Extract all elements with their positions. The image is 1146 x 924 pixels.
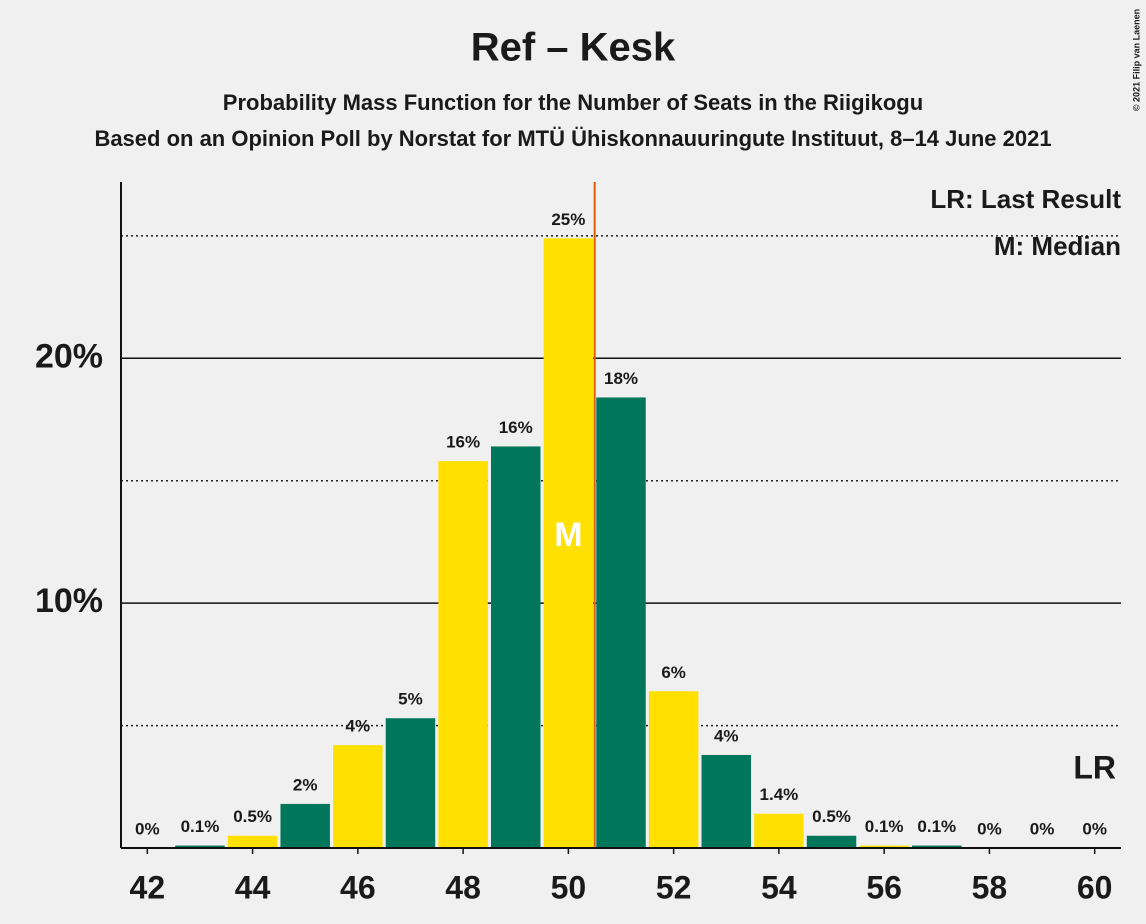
bar — [754, 813, 804, 848]
chart-title: Ref – Kesk — [471, 26, 676, 70]
bar — [227, 835, 278, 848]
value-label: 0% — [977, 819, 1002, 838]
value-label: 4% — [346, 717, 371, 736]
value-label: 0.5% — [812, 807, 851, 826]
value-label: 0.1% — [181, 817, 220, 836]
bar — [648, 691, 699, 848]
legend-entry: M: Median — [994, 231, 1121, 261]
x-tick-label: 48 — [445, 869, 481, 905]
y-tick-label: 10% — [35, 582, 103, 620]
value-label: 2% — [293, 775, 318, 794]
bar — [280, 803, 330, 848]
bar — [385, 718, 436, 848]
x-tick-label: 58 — [972, 869, 1008, 905]
x-tick-label: 42 — [130, 869, 166, 905]
value-label: 0.1% — [865, 817, 904, 836]
value-label: 0.5% — [233, 807, 272, 826]
legend-entry: LR: Last Result — [930, 184, 1121, 214]
bar — [491, 446, 541, 848]
bar — [701, 754, 751, 848]
bar — [543, 238, 594, 849]
x-tick-label: 52 — [656, 869, 692, 905]
chart-caption: Based on an Opinion Poll by Norstat for … — [94, 126, 1051, 151]
bar — [912, 845, 962, 848]
bar — [859, 845, 909, 848]
value-label: 0% — [1082, 819, 1107, 838]
median-marker: M — [554, 516, 582, 554]
value-label: 0% — [135, 819, 160, 838]
value-label: 0.1% — [917, 817, 956, 836]
bar — [333, 745, 383, 848]
value-label: 4% — [714, 726, 739, 745]
value-label: 25% — [551, 210, 585, 229]
value-label: 5% — [398, 690, 423, 709]
x-tick-label: 44 — [235, 869, 271, 905]
x-tick-label: 60 — [1077, 869, 1113, 905]
value-label: 18% — [604, 369, 638, 388]
value-label: 16% — [446, 433, 480, 452]
chart-subtitle: Probability Mass Function for the Number… — [223, 90, 923, 115]
value-label: 1.4% — [760, 785, 799, 804]
value-label: 16% — [499, 418, 533, 437]
x-tick-label: 56 — [866, 869, 902, 905]
last-result-marker: LR — [1073, 749, 1116, 785]
bar — [806, 835, 857, 848]
copyright: © 2021 Filip van Laenen — [1131, 9, 1141, 111]
value-label: 0% — [1030, 819, 1055, 838]
y-tick-label: 20% — [35, 337, 103, 375]
bar — [438, 461, 488, 848]
value-label: 6% — [661, 663, 686, 682]
x-tick-label: 50 — [551, 869, 587, 905]
bar — [175, 845, 225, 848]
x-tick-label: 46 — [340, 869, 376, 905]
bar — [596, 397, 646, 848]
x-tick-label: 54 — [761, 869, 797, 905]
